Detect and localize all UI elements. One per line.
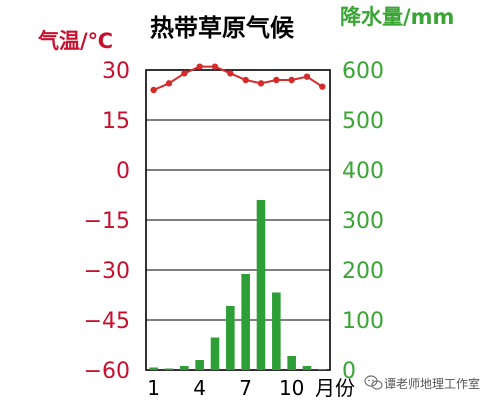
- temperature-tick-label: −15: [84, 209, 130, 234]
- month-tick-label: 7: [239, 376, 252, 400]
- temperature-point: [319, 83, 326, 90]
- temperature-point: [165, 80, 173, 87]
- temperature-point: [150, 86, 157, 94]
- watermark-text: 谭老师地理工作室: [384, 376, 480, 391]
- temperature-tick-label: −60: [84, 359, 130, 384]
- temperature-point: [211, 63, 219, 70]
- wechat-icon: [364, 375, 383, 390]
- precipitation-tick-label: 300: [342, 209, 384, 234]
- temperature-point: [242, 76, 249, 84]
- precipitation-bar: [180, 366, 189, 370]
- precipitation-bar: [256, 200, 266, 370]
- temperature-point: [181, 70, 188, 77]
- temperature-point: [288, 76, 295, 84]
- temperature-tick-label: 15: [102, 109, 130, 134]
- precipitation-bar: [302, 366, 312, 370]
- precipitation-tick-label: 500: [342, 109, 384, 134]
- plot-frame: [145, 69, 331, 371]
- temperature-tick-label: 30: [102, 59, 130, 84]
- watermark: 谭老师地理工作室: [364, 375, 480, 391]
- temperature-point: [303, 73, 311, 80]
- temperature-tick-label: −30: [84, 259, 130, 284]
- precipitation-bars: [149, 200, 327, 370]
- temperature-point: [196, 63, 203, 70]
- temperature-tick-label: −45: [84, 309, 130, 334]
- precipitation-bar: [149, 367, 158, 370]
- temperature-ticks: 30 15 0 −15 −30 −45 −60: [84, 59, 130, 384]
- month-tick-label: 1: [147, 376, 160, 400]
- precipitation-tick-label: 400: [342, 159, 384, 184]
- precipitation-bar: [164, 368, 174, 370]
- precipitation-bar: [318, 369, 327, 370]
- precipitation-tick-label: 100: [342, 309, 384, 334]
- x-unit-label: 月份: [315, 376, 355, 400]
- precipitation-bar: [272, 292, 281, 370]
- temperature-line: [150, 63, 326, 94]
- precipitation-tick-label: 200: [342, 259, 384, 284]
- temperature-point: [227, 70, 234, 77]
- precipitation-ticks: 600 500 400 300 200 100 0: [342, 59, 384, 384]
- precipitation-tick-label: 0: [342, 359, 356, 384]
- precipitation-bar: [195, 360, 204, 370]
- temperature-point: [257, 80, 265, 87]
- precipitation-bar: [241, 274, 250, 370]
- precipitation-bar: [226, 306, 235, 370]
- month-ticks: 1 4 7 10: [147, 376, 304, 400]
- month-tick-label: 4: [193, 376, 206, 400]
- precipitation-bar: [210, 337, 220, 370]
- temperature-tick-label: 0: [116, 159, 130, 184]
- left-axis-label: 气温/℃: [37, 29, 113, 53]
- temperature-point: [273, 76, 280, 84]
- precipitation-bar: [287, 356, 296, 370]
- precipitation-tick-label: 600: [342, 59, 384, 84]
- chart-title: 热带草原气候: [150, 14, 295, 42]
- gridlines: [146, 119, 330, 321]
- month-tick-label: 10: [279, 376, 304, 400]
- right-axis-label: 降水量/mm: [340, 5, 454, 29]
